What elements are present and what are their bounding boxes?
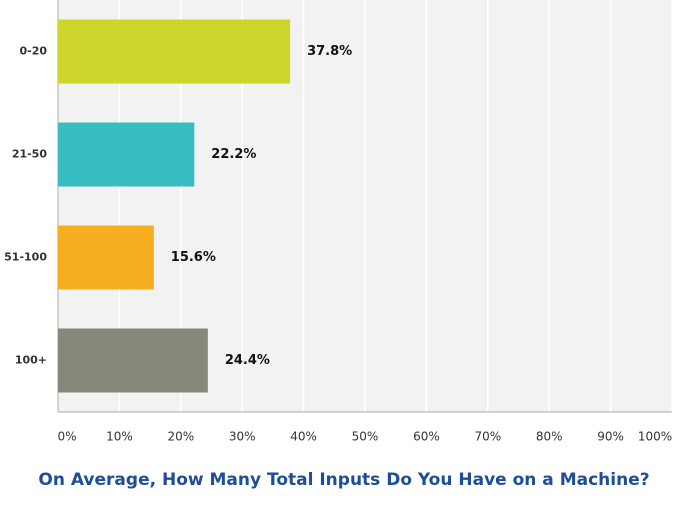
x-tick-label: 50%: [352, 430, 379, 444]
y-tick-label: 0-20: [19, 45, 47, 58]
x-tick-label: 0%: [57, 430, 76, 444]
x-tick-label: 100%: [638, 430, 672, 444]
chart-title: On Average, How Many Total Inputs Do You…: [38, 470, 649, 490]
y-tick-label: 51-100: [4, 251, 47, 264]
value-label: 22.2%: [211, 147, 256, 162]
y-tick-label: 21-50: [12, 148, 48, 161]
bar: [58, 122, 195, 187]
bar: [58, 225, 154, 290]
x-tick-label: 90%: [597, 430, 624, 444]
x-tick-label: 60%: [413, 430, 440, 444]
value-label: 15.6%: [171, 250, 216, 265]
bar: [58, 328, 208, 393]
bar: [58, 19, 291, 84]
x-tick-label: 40%: [290, 430, 317, 444]
x-tick-label: 80%: [536, 430, 563, 444]
value-label: 24.4%: [225, 353, 270, 368]
value-label: 37.8%: [307, 44, 352, 59]
x-tick-label: 20%: [167, 430, 194, 444]
x-tick-label: 30%: [229, 430, 256, 444]
x-tick-label: 70%: [474, 430, 501, 444]
x-tick-label: 10%: [106, 430, 133, 444]
y-tick-label: 100+: [15, 354, 47, 367]
